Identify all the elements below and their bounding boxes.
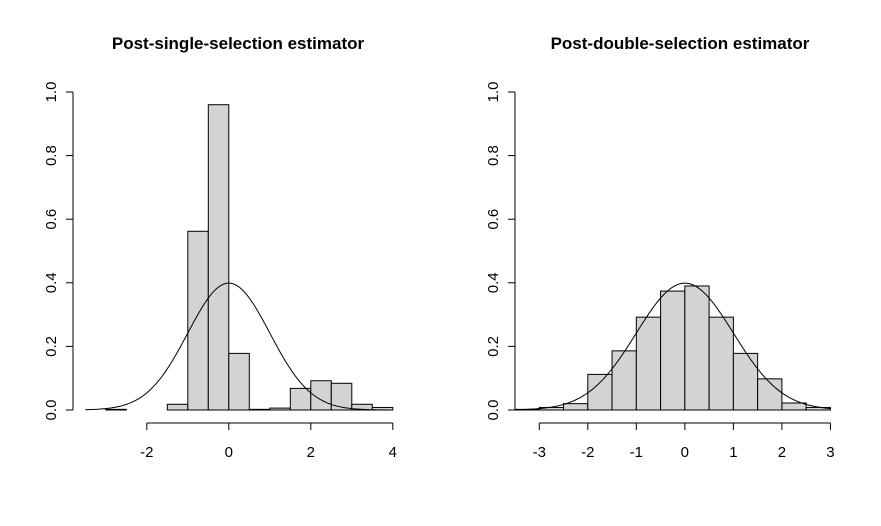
panel-double-selection: Post-double-selection estimator 0.0 0.2 0.…	[485, 34, 835, 461]
y-tick-label: 0.8	[43, 145, 60, 166]
histogram-bar	[757, 378, 783, 411]
y-tick-label: 0.0	[485, 400, 502, 421]
y-tick-label: 0.4	[485, 272, 502, 293]
x-tick-label: 1	[729, 444, 737, 461]
histogram-bar	[228, 352, 250, 411]
x-tick-label: -3	[533, 444, 546, 461]
histogram-bar	[684, 285, 710, 411]
y-tick-label: 0.0	[43, 400, 60, 421]
histogram-bar	[635, 316, 662, 411]
histogram-bar	[587, 373, 613, 411]
x-tick-label: 3	[826, 444, 834, 461]
histogram-bar	[207, 104, 230, 411]
y-tick-label: 1.0	[485, 82, 502, 103]
histogram-bar	[708, 316, 734, 411]
x-tick-label: 0	[225, 444, 233, 461]
histogram-bar	[289, 387, 312, 411]
histogram-bar	[732, 352, 759, 411]
histogram-bar	[563, 403, 589, 411]
y-tick-label: 1.0	[43, 82, 60, 103]
y-tick-label: 0.8	[485, 145, 502, 166]
density-curve	[514, 282, 831, 411]
y-tick-label: 0.2	[43, 336, 60, 357]
x-tick-label: 2	[307, 444, 315, 461]
histogram-bar	[166, 403, 189, 411]
x-tick-label: 4	[389, 444, 397, 461]
histogram-bar	[611, 350, 637, 411]
y-tick-label: 0.6	[485, 209, 502, 230]
histogram-bar	[781, 402, 807, 411]
x-tick-label: -2	[140, 444, 153, 461]
histogram-bar	[660, 290, 686, 411]
histogram-bar	[187, 230, 209, 411]
x-tick-label: -2	[581, 444, 594, 461]
chart-title: Post-double-selection estimator	[551, 34, 810, 53]
y-tick-label: 0.2	[485, 336, 502, 357]
panel-single-selection: Post-single-selection estimator 0.0 0.2 0.…	[43, 34, 397, 461]
x-tick-label: 0	[681, 444, 689, 461]
histogram-bar	[330, 382, 353, 411]
chart-title: Post-single-selection estimator	[112, 34, 365, 53]
histogram-bar	[105, 408, 127, 411]
y-tick-label: 0.4	[43, 272, 60, 293]
x-tick-label: 2	[778, 444, 786, 461]
histogram-bar	[248, 408, 271, 411]
y-tick-label: 0.6	[43, 209, 60, 230]
x-tick-label: -1	[630, 444, 643, 461]
density-curve	[85, 282, 393, 411]
histogram-bar	[269, 407, 291, 411]
